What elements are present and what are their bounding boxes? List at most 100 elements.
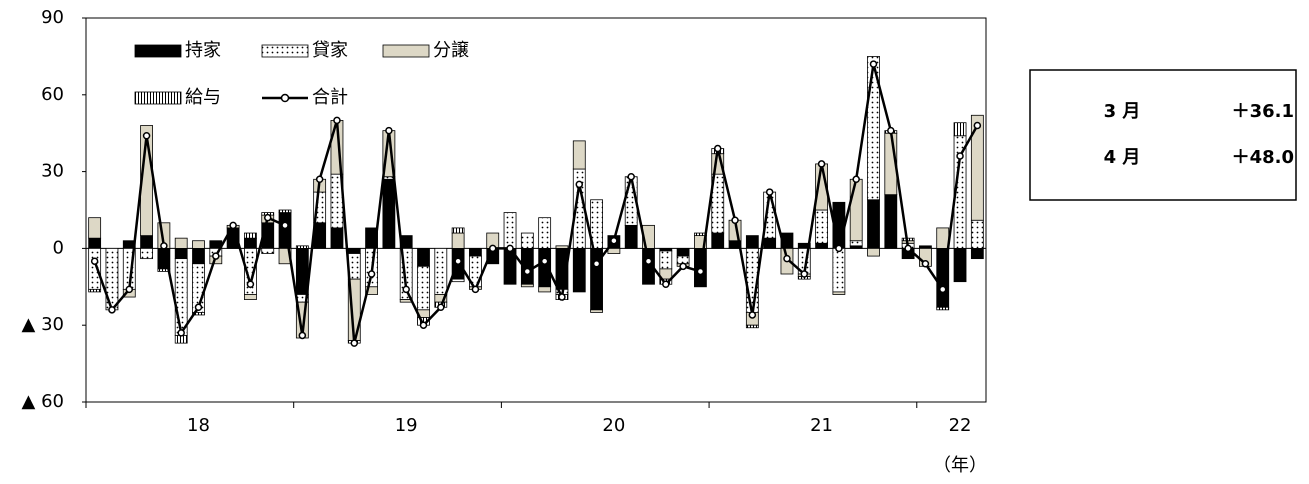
bar-segment: [936, 306, 950, 311]
total-marker: [887, 126, 895, 135]
total-line: [93, 63, 979, 344]
bar-segment: [88, 237, 102, 249]
total-marker: [731, 216, 739, 224]
y-tick-label: ▲ 30: [22, 314, 64, 335]
total-marker: [142, 132, 151, 140]
bar-segment: [659, 250, 673, 270]
bar-segment: [88, 217, 102, 239]
bar-segment: [884, 194, 898, 249]
total-marker: [125, 285, 134, 294]
bar-segment: [970, 247, 984, 260]
total-marker: [419, 321, 428, 329]
x-tick-label: 19: [395, 415, 418, 436]
total-marker: [454, 257, 462, 265]
bar-segment: [815, 209, 828, 244]
bar-segment: [174, 237, 188, 249]
inset-value: ＋48.0: [1232, 147, 1294, 168]
bar-segment: [330, 227, 344, 249]
legend-marker: [280, 93, 290, 103]
bar-segment: [572, 247, 586, 293]
bar-segment: [451, 227, 465, 234]
total-marker: [817, 160, 826, 168]
bar-segment: [192, 240, 205, 249]
bar-segment: [953, 247, 967, 283]
legend-label: 給与: [185, 87, 221, 108]
bar-segment: [520, 232, 534, 249]
y-tick-label: ▲ 60: [22, 391, 64, 412]
total-marker: [921, 260, 930, 268]
total-marker: [194, 303, 203, 312]
bar-segment: [849, 240, 863, 247]
bar-segment: [607, 247, 621, 254]
bar-segment: [244, 294, 257, 301]
bar-segment: [261, 247, 275, 254]
legend-label: 持家: [185, 40, 221, 61]
x-tick-label: 21: [810, 415, 833, 436]
total-marker: [852, 175, 860, 184]
bar-segment: [832, 291, 846, 295]
total-marker: [298, 331, 307, 340]
total-marker: [385, 126, 393, 135]
total-marker: [229, 221, 237, 230]
legend-label: 分譲: [433, 40, 469, 61]
bar-segment: [365, 286, 378, 295]
total-marker: [938, 285, 947, 294]
bar-segment: [451, 232, 465, 249]
bar-segment: [278, 209, 292, 213]
bar-segment: [572, 140, 586, 170]
x-tick-label: 20: [602, 415, 625, 436]
legend-label: 合計: [312, 87, 348, 108]
bar-segment: [970, 114, 984, 221]
total-marker: [662, 280, 670, 288]
bar-segment: [140, 247, 153, 260]
total-marker: [644, 257, 653, 265]
bar-segment: [347, 247, 361, 254]
total-marker: [592, 260, 601, 268]
total-marker: [575, 180, 584, 189]
bar-segment: [867, 199, 880, 249]
bar-segment: [88, 247, 102, 290]
bar-segment: [555, 245, 569, 249]
bar-segment: [867, 247, 880, 257]
total-marker: [765, 188, 774, 196]
bar-segment: [174, 258, 188, 336]
bar-segment: [295, 245, 309, 249]
total-marker: [696, 267, 705, 276]
bar-segment: [590, 199, 603, 249]
bar-segment: [745, 324, 759, 329]
bar-segment: [244, 237, 257, 249]
bar-segment: [590, 309, 603, 313]
inset-value: ＋36.1: [1232, 101, 1294, 122]
total-marker: [748, 311, 757, 319]
bar-segment: [849, 178, 863, 242]
total-marker: [246, 280, 255, 288]
total-marker: [471, 285, 480, 294]
total-marker: [437, 303, 445, 312]
legend-swatch: [134, 44, 182, 58]
legend-swatch: [261, 44, 309, 58]
bar-segment: [434, 247, 448, 295]
bar-segment: [192, 311, 205, 316]
bar-segment: [953, 122, 967, 137]
bar-segment: [538, 217, 552, 249]
total-marker: [800, 270, 809, 278]
bar-segment: [503, 212, 517, 249]
bar-segment: [451, 278, 465, 283]
bar-segment: [88, 288, 102, 293]
bar-segment: [538, 286, 552, 293]
total-marker: [333, 116, 341, 125]
total-marker: [869, 60, 878, 68]
total-marker: [281, 221, 289, 230]
legend-swatch: [382, 44, 430, 58]
total-marker: [627, 172, 635, 181]
legend-swatch: [134, 91, 182, 105]
inset-box: [1029, 69, 1297, 201]
bar-segment: [417, 265, 430, 311]
bar-segment: [192, 247, 205, 265]
total-marker: [610, 236, 618, 245]
total-marker: [90, 257, 99, 265]
total-marker: [488, 244, 497, 253]
y-tick-label: 30: [41, 161, 64, 182]
legend-label: 貸家: [312, 40, 348, 61]
bar-segment: [624, 224, 638, 249]
